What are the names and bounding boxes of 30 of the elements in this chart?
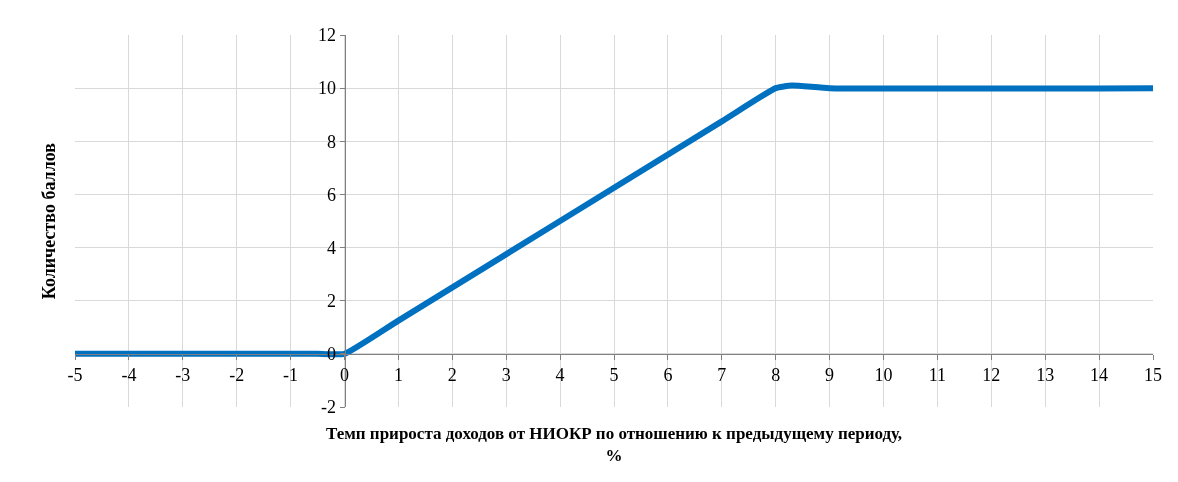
x-tick-label: 6 xyxy=(663,365,673,386)
x-tick-label: 7 xyxy=(717,365,727,386)
x-tick-label: 1 xyxy=(393,365,403,386)
x-tick-label: 14 xyxy=(1090,365,1109,386)
x-tick-label: 2 xyxy=(447,365,457,386)
y-tick-label: 2 xyxy=(326,291,336,312)
y-axis-title: Количество баллов xyxy=(39,142,60,300)
x-tick-label: -4 xyxy=(121,365,137,386)
x-axis-title: Темп прироста доходов от НИОКР по отношению к предыдущему периоду, % xyxy=(326,424,903,466)
x-tick-label: 3 xyxy=(501,365,511,386)
x-tick-label: 15 xyxy=(1144,365,1162,386)
x-tick-label: 13 xyxy=(1036,365,1055,386)
x-tick-label: 11 xyxy=(928,365,947,386)
y-tick-label: -2 xyxy=(320,397,336,418)
y-tick-label: 4 xyxy=(326,237,336,258)
y-tick-label: 12 xyxy=(317,25,336,46)
y-tick-label: 8 xyxy=(326,131,336,152)
x-tick-label: 5 xyxy=(609,365,619,386)
x-tick-label: 10 xyxy=(874,365,893,386)
x-tick-label: -1 xyxy=(283,365,299,386)
y-tick-label: 6 xyxy=(326,184,336,205)
x-tick-label: -2 xyxy=(229,365,245,386)
x-tick-label: 8 xyxy=(771,365,781,386)
x-tick-label: 12 xyxy=(982,365,1001,386)
x-tick-label: 9 xyxy=(825,365,835,386)
x-tick-label: -5 xyxy=(67,365,83,386)
x-tick-label: -3 xyxy=(175,365,191,386)
x-tick-label: 0 xyxy=(340,365,349,386)
x-tick-label: 4 xyxy=(555,365,565,386)
y-tick-label: 10 xyxy=(317,78,336,99)
